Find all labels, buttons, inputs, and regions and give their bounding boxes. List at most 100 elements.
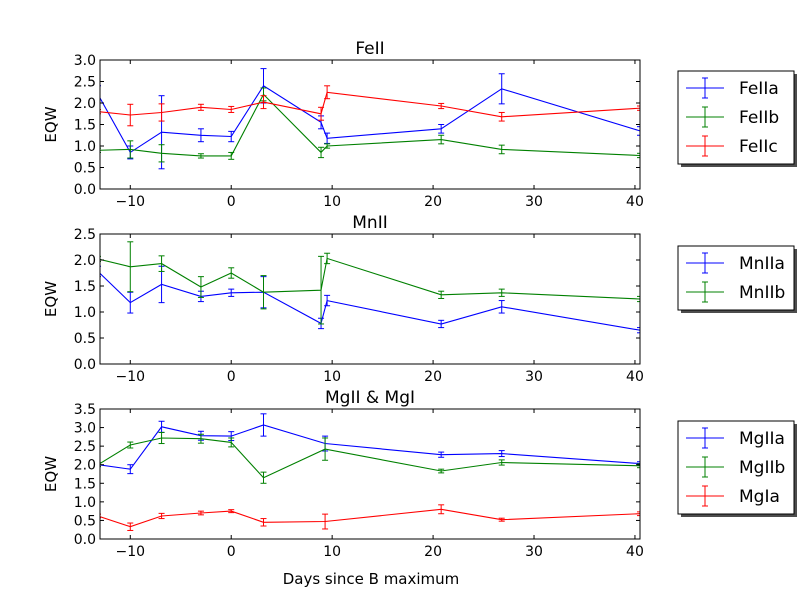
series-line xyxy=(100,91,640,118)
error-bar xyxy=(197,153,204,159)
error-bar xyxy=(228,267,235,279)
error-bar xyxy=(127,291,134,314)
error-bar xyxy=(438,504,445,515)
series-line xyxy=(100,93,640,157)
x-tick-label: 0 xyxy=(227,369,236,385)
x-tick-label: 30 xyxy=(525,194,543,210)
y-tick-label: 2.5 xyxy=(74,439,96,455)
error-bar xyxy=(228,437,235,448)
error-bar xyxy=(127,441,134,449)
error-bar xyxy=(228,105,235,113)
legend: MgIIa MgIIb MgIa xyxy=(677,420,797,517)
error-bar xyxy=(318,106,325,121)
error-bar xyxy=(498,73,505,105)
y-tick-label: 2.5 xyxy=(74,75,96,91)
y-tick-label: 3.0 xyxy=(74,421,96,437)
y-tick-label: 0.0 xyxy=(74,532,96,548)
x-tick-label: 30 xyxy=(525,544,543,560)
axes-frame xyxy=(99,59,641,190)
x-axis-label: Days since B maximum xyxy=(283,570,460,588)
x-tick-label: 20 xyxy=(424,369,442,385)
error-bar xyxy=(158,255,165,272)
series-mniib xyxy=(100,241,640,325)
legend-label: FeIIa xyxy=(739,79,779,99)
error-bar xyxy=(158,512,165,520)
error-bar xyxy=(260,518,267,527)
error-bar xyxy=(324,85,331,100)
y-tick-label: 1.0 xyxy=(74,495,96,511)
x-tick-label: 20 xyxy=(424,194,442,210)
y-axis-label: EQW xyxy=(42,106,60,142)
series-mgia xyxy=(100,504,640,531)
error-bar xyxy=(260,413,267,437)
y-tick-label: 1.5 xyxy=(74,476,96,492)
y-tick-label: 1.0 xyxy=(74,139,96,155)
y-tick-label: 0.5 xyxy=(74,513,96,529)
series-mniia xyxy=(100,265,640,334)
legend-box xyxy=(677,245,795,311)
legend-label: MgIIa xyxy=(739,429,785,449)
error-bar xyxy=(498,288,505,297)
error-bar xyxy=(197,128,204,143)
x-tick-label: 20 xyxy=(424,544,442,560)
panel-title: MgII & MgI xyxy=(325,388,415,408)
legend-label: FeIIb xyxy=(739,108,779,128)
series-group xyxy=(100,413,640,531)
error-bar xyxy=(228,509,235,514)
legend-label: MgIa xyxy=(739,487,780,507)
error-bar xyxy=(127,103,134,127)
error-bar xyxy=(498,111,505,122)
series-feiic xyxy=(100,85,640,127)
error-bar xyxy=(324,252,331,265)
y-tick-label: 1.5 xyxy=(74,118,96,134)
error-bar xyxy=(637,463,640,469)
error-bar xyxy=(637,327,640,334)
series-line xyxy=(100,424,640,470)
error-bar xyxy=(498,450,505,458)
legend-entry-marker xyxy=(686,427,724,449)
series-line xyxy=(100,257,640,300)
x-tick-label: −10 xyxy=(116,369,146,385)
series-line xyxy=(100,508,640,528)
error-bar xyxy=(197,433,204,444)
error-bar xyxy=(498,300,505,314)
error-bar xyxy=(438,468,445,474)
axes-frame xyxy=(99,408,641,540)
error-bar xyxy=(318,255,325,325)
x-tick-label: 40 xyxy=(626,369,644,385)
panel-mgii-mgi: MgII & MgI EQW −10 0 10 20 30 40 0.0 0.5 1.0 1.5 2.0… xyxy=(42,388,797,560)
x-tick-label: 0 xyxy=(227,544,236,560)
series-feiia xyxy=(100,68,640,170)
y-tick-label: 0.5 xyxy=(74,331,96,347)
legend-entry-marker xyxy=(686,135,724,157)
error-bar xyxy=(322,513,329,530)
error-bar xyxy=(158,144,165,163)
y-axis-label: EQW xyxy=(42,281,60,317)
legend-entry-marker xyxy=(686,281,724,303)
error-bar xyxy=(498,144,505,155)
y-tick-label: 3.5 xyxy=(74,402,96,418)
error-bar xyxy=(228,151,235,160)
error-bar xyxy=(637,152,640,159)
y-tick-label: 0.5 xyxy=(74,161,96,177)
legend-label: MnIIa xyxy=(739,254,785,274)
series-line xyxy=(100,437,640,479)
x-tick-label: 40 xyxy=(626,544,644,560)
legend-entry-marker xyxy=(686,252,724,274)
series-mgiib xyxy=(100,431,640,484)
y-tick-label: 2.0 xyxy=(74,96,96,112)
y-tick-label: 1.0 xyxy=(74,305,96,321)
series-mgiia xyxy=(100,413,640,475)
error-bar xyxy=(127,464,134,475)
legend-entry-marker xyxy=(686,456,724,478)
series-line xyxy=(100,272,640,331)
error-bar xyxy=(637,126,640,136)
error-bar xyxy=(322,437,329,461)
error-bar xyxy=(260,95,267,110)
error-bar xyxy=(438,102,445,110)
legend: FeIIa FeIIb FeIIc xyxy=(677,70,797,167)
y-axis-label: EQW xyxy=(42,456,60,492)
y-tick-label: 1.5 xyxy=(74,279,96,295)
x-tick-label: −10 xyxy=(116,544,146,560)
